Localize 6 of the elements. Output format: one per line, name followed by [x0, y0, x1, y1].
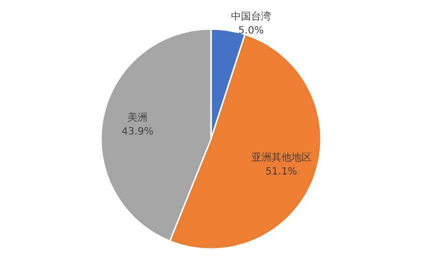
data-label: 51.1% [265, 166, 298, 178]
data-label: 5.0% [238, 26, 264, 37]
data-label: 43.9% [122, 126, 154, 138]
slice-label: 美洲 [128, 111, 148, 124]
slice-label: 中国台湾 [231, 10, 271, 23]
slice-label: 亚洲其他地区 [251, 151, 312, 164]
